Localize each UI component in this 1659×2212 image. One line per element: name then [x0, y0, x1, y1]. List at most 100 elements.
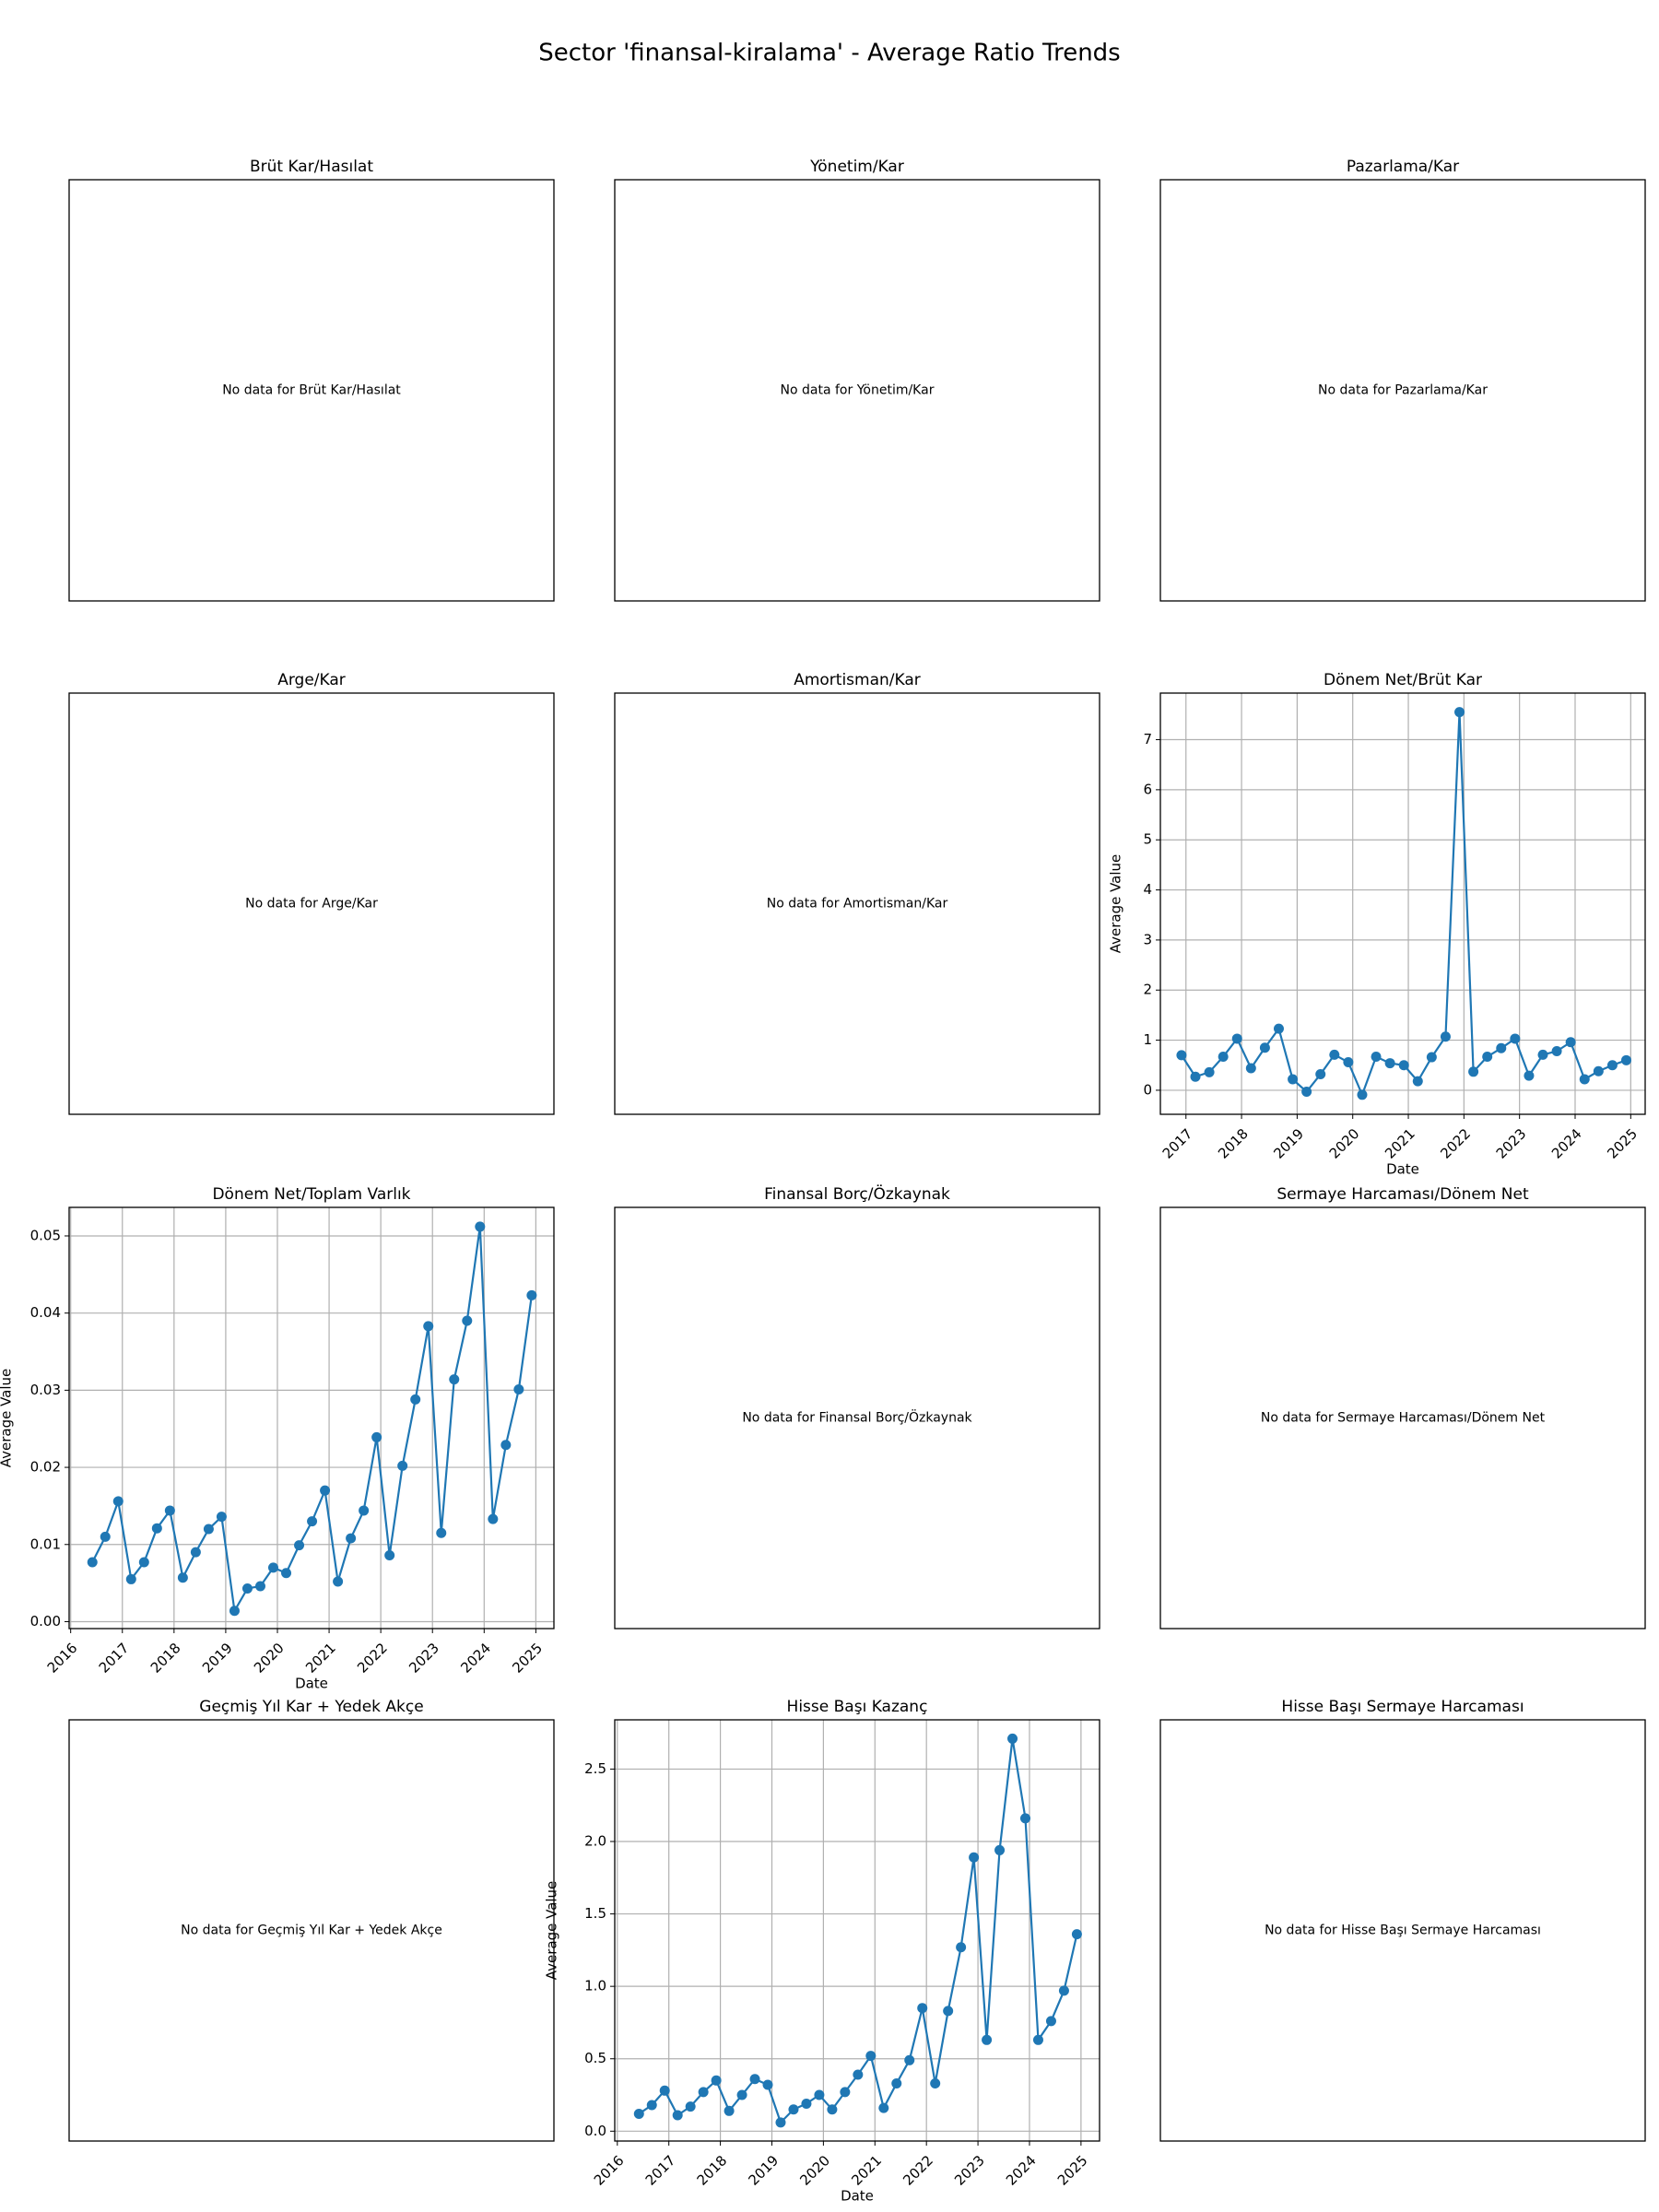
- data-point: [346, 1533, 357, 1544]
- no-data-message: No data for Amortisman/Kar: [767, 897, 948, 912]
- y-tick-label: 1: [1143, 1031, 1152, 1048]
- data-point: [164, 1505, 175, 1516]
- data-point: [814, 2089, 825, 2100]
- y-tick-label: 7: [1143, 731, 1152, 747]
- y-tick-label: 0.0: [584, 2123, 606, 2139]
- subplot-title: Pazarlama/Kar: [1347, 158, 1459, 176]
- subplot-title: Yönetim/Kar: [809, 158, 904, 176]
- y-tick-label: 0.03: [30, 1382, 61, 1398]
- axes-frame: [1159, 1206, 1646, 1630]
- subplot-title: Brüt Kar/Hasılat: [250, 158, 373, 176]
- axes-frame: [1159, 692, 1646, 1115]
- data-point: [1032, 2034, 1043, 2045]
- data-point: [190, 1547, 201, 1558]
- data-point: [1190, 1071, 1201, 1082]
- data-point: [917, 2003, 928, 2014]
- no-data-message: No data for Pazarlama/Kar: [1318, 383, 1488, 398]
- data-point: [762, 2079, 773, 2090]
- no-data-message: No data for Geçmiş Yıl Kar + Yedek Akçe: [181, 1924, 442, 1938]
- data-point: [1454, 707, 1465, 718]
- subplot-title: Hisse Başı Kazanç: [787, 1698, 928, 1716]
- data-point: [930, 2077, 941, 2088]
- data-point: [711, 2075, 722, 2086]
- axes-frame: [68, 692, 555, 1115]
- data-point: [1045, 2016, 1056, 2027]
- data-point: [1245, 1063, 1256, 1074]
- data-point: [177, 1572, 188, 1583]
- data-point: [449, 1374, 460, 1385]
- y-tick-label: 1.0: [584, 1978, 606, 1994]
- data-point: [788, 2104, 799, 2115]
- y-tick-label: 6: [1143, 781, 1152, 797]
- no-data-message: No data for Hisse Başı Sermaye Harcaması: [1265, 1924, 1541, 1938]
- data-point: [827, 2104, 838, 2115]
- data-point: [1398, 1060, 1409, 1071]
- data-point: [333, 1576, 344, 1587]
- data-point: [1606, 1060, 1618, 1071]
- data-point: [840, 2087, 851, 2098]
- data-point: [994, 1844, 1006, 1855]
- y-tick-label: 2: [1143, 982, 1152, 998]
- y-axis-label: Average Value: [544, 1881, 560, 1981]
- data-point: [1357, 1089, 1368, 1100]
- data-point: [1231, 1033, 1242, 1044]
- data-point: [1510, 1033, 1521, 1044]
- axes-frame: [1159, 1719, 1646, 2142]
- data-point: [736, 2089, 747, 2100]
- subplot-title: Arge/Kar: [277, 671, 346, 689]
- y-tick-label: 0.00: [30, 1613, 61, 1630]
- data-point: [853, 2069, 864, 2080]
- data-point: [1071, 1929, 1082, 1940]
- data-point: [500, 1440, 512, 1451]
- data-point: [1551, 1046, 1562, 1057]
- y-tick-label: 0.01: [30, 1535, 61, 1552]
- data-point: [1343, 1056, 1354, 1067]
- data-point: [488, 1513, 499, 1524]
- data-point: [1537, 1049, 1548, 1060]
- data-point: [1496, 1042, 1507, 1053]
- subplot-title: Dönem Net/Toplam Varlık: [212, 1185, 410, 1204]
- data-point: [956, 1942, 967, 1953]
- data-point: [1315, 1069, 1326, 1080]
- data-point: [241, 1583, 253, 1594]
- y-tick-label: 0.04: [30, 1304, 61, 1321]
- data-point: [1426, 1052, 1437, 1063]
- data-point: [138, 1557, 149, 1568]
- data-point: [229, 1606, 240, 1617]
- axes-frame: [614, 1719, 1100, 2142]
- y-tick-label: 0.5: [584, 2050, 606, 2066]
- data-point: [371, 1431, 382, 1442]
- data-point: [216, 1512, 227, 1523]
- data-point: [359, 1505, 370, 1516]
- data-point: [982, 2034, 993, 2045]
- subplot-title: Hisse Başı Sermaye Harcaması: [1281, 1698, 1524, 1716]
- data-point: [1259, 1042, 1270, 1053]
- data-point: [1482, 1052, 1493, 1063]
- subplot-title: Amortisman/Kar: [794, 671, 921, 689]
- y-tick-label: 3: [1143, 931, 1152, 947]
- data-point: [1620, 1054, 1631, 1065]
- data-point: [1593, 1065, 1604, 1077]
- data-point: [698, 2087, 709, 2098]
- data-point: [268, 1562, 279, 1573]
- no-data-message: No data for Sermaye Harcaması/Dönem Net: [1261, 1411, 1546, 1426]
- data-point: [1468, 1066, 1479, 1077]
- no-data-message: No data for Arge/Kar: [245, 897, 378, 912]
- data-point: [646, 2100, 657, 2111]
- data-point: [878, 2102, 889, 2113]
- data-point: [1440, 1031, 1451, 1042]
- data-point: [801, 2098, 812, 2109]
- data-point: [633, 2108, 644, 2119]
- x-axis-label: Date: [295, 1676, 328, 1692]
- axes-frame: [614, 179, 1100, 602]
- no-data-message: No data for Finansal Borç/Özkaynak: [742, 1409, 972, 1426]
- y-tick-label: 4: [1143, 881, 1152, 898]
- data-point: [749, 2074, 760, 2085]
- data-point: [1020, 1813, 1031, 1824]
- data-point: [384, 1549, 395, 1560]
- axes-frame: [68, 1719, 555, 2142]
- data-point: [1204, 1066, 1215, 1077]
- data-point: [513, 1384, 524, 1395]
- axes-frame: [614, 692, 1100, 1115]
